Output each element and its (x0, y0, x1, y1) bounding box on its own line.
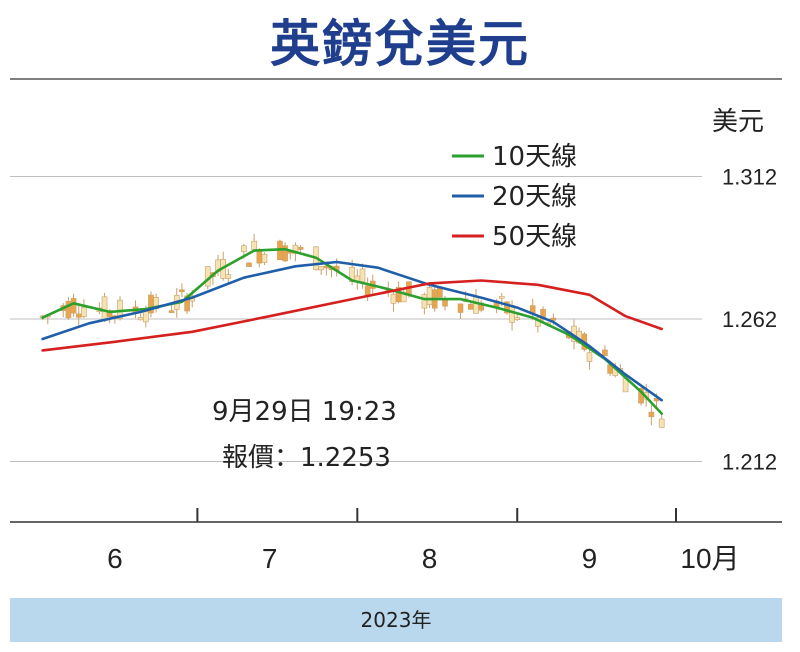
candle-body (225, 274, 232, 279)
y-tick-labels: 1.312 1.262 1.212 (722, 165, 777, 475)
y-tick-label: 1.312 (722, 165, 777, 190)
candle-body (442, 299, 448, 307)
candle-body (81, 307, 87, 317)
candle-body (143, 311, 149, 323)
x-tick-labels: 6 7 8 9 10月 (107, 543, 740, 574)
candle-body (256, 250, 263, 264)
y-unit-label: 美元 (712, 107, 764, 137)
candle-body (168, 310, 175, 313)
candle-body (468, 303, 474, 310)
x-tick-label: 7 (262, 543, 278, 574)
series-line-ma20 (41, 260, 664, 402)
series-line-ma10 (41, 247, 664, 415)
annotation-quote: 報價：1.2253 (222, 443, 391, 473)
candle-body (514, 317, 521, 320)
annotation-datetime: 9月29日 19:23 (212, 397, 397, 427)
candle-body (359, 268, 366, 282)
chart-title: 英鎊兌美元 (270, 15, 530, 73)
candle-body (473, 295, 479, 314)
moving-average-lines (41, 247, 664, 415)
candle-body (241, 245, 247, 253)
candle-body (498, 295, 505, 299)
x-tick-label: 10月 (680, 543, 739, 574)
candle-body (421, 294, 428, 309)
candle-body (101, 296, 108, 321)
legend: 10天線 20天線 50天線 (452, 142, 577, 252)
x-tick-label: 6 (107, 543, 123, 574)
candle-body (390, 293, 397, 304)
candle-body (437, 287, 443, 298)
series-line-ma50 (41, 279, 664, 352)
candle-body (586, 352, 593, 362)
candle-body (179, 289, 185, 293)
candle-body (550, 317, 557, 321)
candle-body (117, 299, 123, 319)
candle-body (246, 262, 252, 267)
y-tick-label: 1.262 (722, 307, 777, 332)
candle-body (648, 411, 655, 418)
gridlines (10, 78, 782, 462)
candle-body (137, 317, 144, 321)
x-tick-label: 8 (422, 543, 438, 574)
candle-body (318, 266, 325, 271)
candle-body (658, 418, 665, 428)
candle-body (70, 298, 77, 314)
candle-body (261, 253, 268, 263)
legend-label: 20天線 (492, 182, 577, 212)
candle-body (602, 349, 608, 356)
candle-body (106, 310, 113, 318)
legend-label: 50天線 (492, 222, 577, 252)
candle-body (75, 313, 82, 318)
candle-body (297, 246, 304, 250)
year-label: 2023年 (10, 598, 782, 642)
x-axis (10, 508, 782, 523)
candle-body (457, 303, 464, 313)
candle-body (540, 309, 546, 320)
x-tick-label: 9 (582, 543, 598, 574)
legend-label: 10天線 (492, 142, 577, 172)
candle-body (251, 240, 257, 250)
candle-body (426, 287, 433, 305)
y-tick-label: 1.212 (722, 450, 777, 475)
